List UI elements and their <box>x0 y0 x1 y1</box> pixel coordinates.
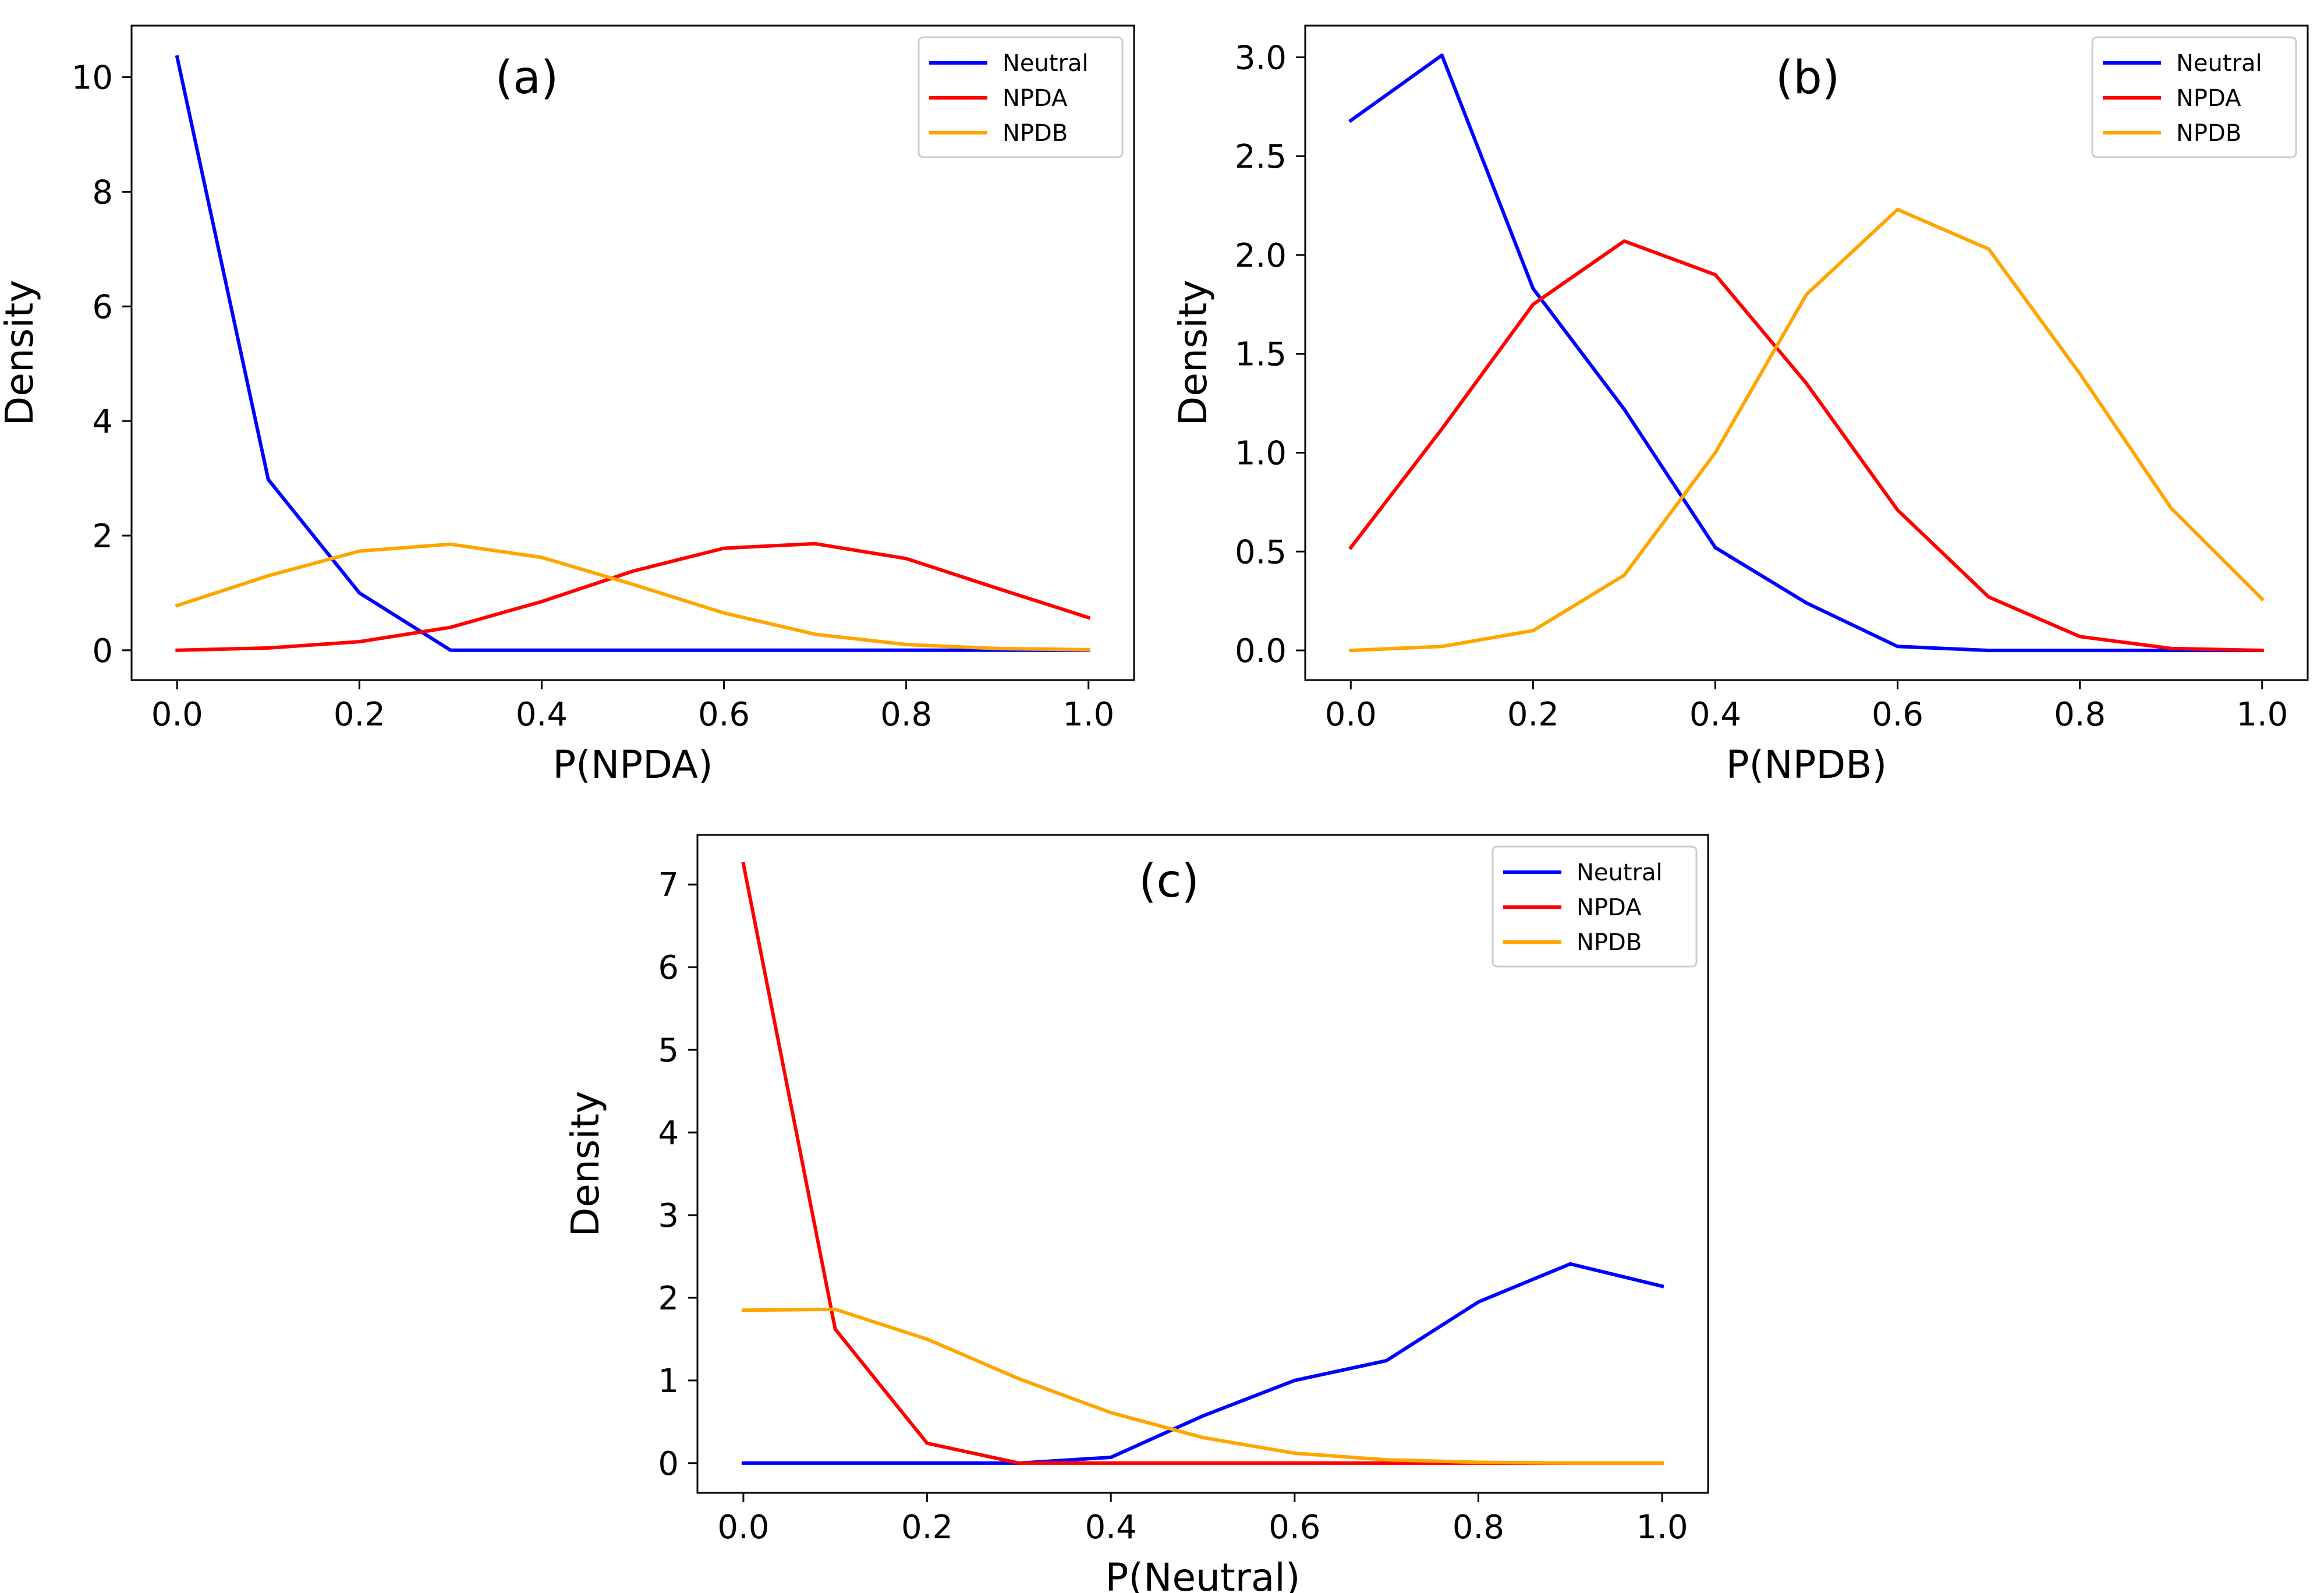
panel-a: 0.0 0.2 0.4 0.6 0.8 1.0 0 2 4 6 8 10 P(NPDA) Density (… <box>0 24 1135 787</box>
y-tick-label: 0 <box>92 632 113 670</box>
y-tick-label: 5 <box>658 1032 679 1070</box>
x-tick-label: 0.2 <box>901 1509 953 1546</box>
y-axis-label: Density <box>0 280 42 426</box>
x-tick-label: 0.6 <box>698 696 750 734</box>
legend-entry-npda: NPDA <box>1577 894 1642 921</box>
y-tick-label: 0.5 <box>1235 533 1287 571</box>
legend-entry-npdb: NPDB <box>1002 120 1068 147</box>
legend: Neutral NPDA NPDB <box>2091 36 2297 158</box>
y-axis-label: Density <box>563 1091 608 1237</box>
x-tick-label: 0.4 <box>1085 1509 1137 1546</box>
y-axis-label: Density <box>1171 280 1216 426</box>
y-tick-label: 1.0 <box>1235 434 1287 472</box>
y-tick-label: 3.0 <box>1235 39 1287 77</box>
legend-entry-npda: NPDA <box>2176 85 2241 112</box>
y-tick-label: 1.5 <box>1235 336 1287 374</box>
y-tick-label: 2.0 <box>1235 237 1287 275</box>
series-line-npda <box>1348 239 2264 653</box>
x-tick-label: 0.0 <box>1325 696 1377 734</box>
legend-entry-neutral: Neutral <box>1577 859 1663 886</box>
x-tick-label: 0.6 <box>1872 696 1923 734</box>
plot-frame <box>1304 24 2309 681</box>
y-tick-label: 2 <box>658 1280 679 1318</box>
series-line-neutral <box>741 1262 1664 1465</box>
legend-box <box>917 36 1124 158</box>
x-tick-label: 0.0 <box>151 696 203 734</box>
x-axis-label: P(Neutral) <box>1106 1555 1301 1593</box>
x-tick-label: 0.4 <box>1689 696 1741 734</box>
x-axis-label: P(NPDB) <box>1726 742 1887 787</box>
plot-frame <box>696 834 1709 1494</box>
plot-frame <box>130 24 1135 681</box>
x-tick-label: 0.8 <box>2054 696 2106 734</box>
legend-box <box>2091 36 2297 158</box>
x-tick-label: 0.8 <box>1452 1509 1504 1546</box>
y-tick-label: 0.0 <box>1235 632 1287 670</box>
series-lines <box>741 862 1664 1465</box>
legend-box <box>1492 845 1698 968</box>
x-tick-label: 0.4 <box>516 696 568 734</box>
series-line-neutral <box>1348 53 2264 653</box>
legend-entry-npda: NPDA <box>1002 85 1068 112</box>
y-tick-label: 4 <box>92 403 113 441</box>
y-tick-label: 7 <box>658 866 679 904</box>
x-tick-label: 0.8 <box>880 696 932 734</box>
x-tick-label: 1.0 <box>1062 696 1114 734</box>
panel-c: 0.0 0.2 0.4 0.6 0.8 1.0 0 1 2 3 4 5 6 7 P(Neutral) Dens… <box>563 834 1709 1593</box>
series-line-npdb <box>741 1307 1664 1465</box>
legend: Neutral NPDA NPDB <box>1492 845 1698 968</box>
x-tick-label: 0.2 <box>334 696 385 734</box>
series-line-npda <box>175 541 1091 652</box>
series-line-neutral <box>175 55 1090 652</box>
y-tick-label: 10 <box>72 59 113 97</box>
series-line-npdb <box>1349 207 2265 653</box>
series-line-npdb <box>175 542 1090 652</box>
y-tick-label: 6 <box>658 949 679 987</box>
series-lines <box>175 55 1091 652</box>
y-tick-label: 0 <box>658 1445 679 1483</box>
panel-label: (b) <box>1776 52 1840 104</box>
y-tick-label: 6 <box>92 288 113 326</box>
y-tick-label: 2.5 <box>1235 138 1287 176</box>
y-tick-label: 2 <box>92 518 113 555</box>
legend-entry-neutral: Neutral <box>2176 50 2262 77</box>
x-tick-label: 1.0 <box>1636 1509 1688 1546</box>
x-axis-label: P(NPDA) <box>552 742 713 787</box>
legend-entry-npdb: NPDB <box>1577 929 1642 956</box>
x-tick-label: 0.0 <box>717 1509 769 1546</box>
y-tick-label: 1 <box>658 1362 679 1400</box>
y-tick-label: 4 <box>658 1114 679 1152</box>
panel-label: (a) <box>495 52 559 104</box>
legend: Neutral NPDA NPDB <box>917 36 1124 158</box>
legend-entry-neutral: Neutral <box>1002 50 1089 77</box>
panel-b: 0.0 0.2 0.4 0.6 0.8 1.0 0.0 0.5 1.0 1.5 2.0 2.5 3.0 P… <box>1171 24 2309 787</box>
panel-label: (c) <box>1139 855 1199 908</box>
y-tick-label: 3 <box>658 1197 679 1235</box>
y-tick-label: 8 <box>92 174 113 211</box>
x-tick-label: 0.2 <box>1507 696 1559 734</box>
x-tick-label: 0.6 <box>1269 1509 1320 1546</box>
series-lines <box>1348 53 2265 653</box>
legend-entry-npdb: NPDB <box>2176 120 2241 147</box>
x-tick-label: 1.0 <box>2236 696 2288 734</box>
